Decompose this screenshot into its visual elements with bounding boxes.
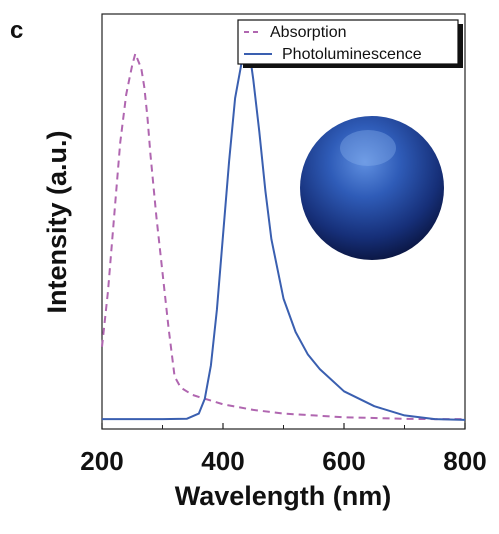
legend-label-photoluminescence: Photoluminescence [282,46,422,63]
legend-label-absorption: Absorption [270,24,347,41]
x-tick-label-200: 200 [80,446,123,476]
y-axis-title: Intensity (a.u.) [42,130,72,313]
legend-box [237,19,459,65]
x-tick-marks [101,423,466,429]
series-line-absorption [101,52,465,421]
blue-sphere-inset [300,116,444,260]
sphere-highlight [340,130,396,166]
legend: Absorption Photoluminescence [237,19,463,68]
plot-area [101,13,466,430]
x-tick-labels: 200 400 600 800 [80,446,486,476]
panel-label: c [10,17,23,44]
x-axis-title: Wavelength (nm) [175,481,392,511]
x-tick-label-600: 600 [322,446,365,476]
x-tick-label-800: 800 [443,446,486,476]
x-tick-label-400: 400 [201,446,244,476]
